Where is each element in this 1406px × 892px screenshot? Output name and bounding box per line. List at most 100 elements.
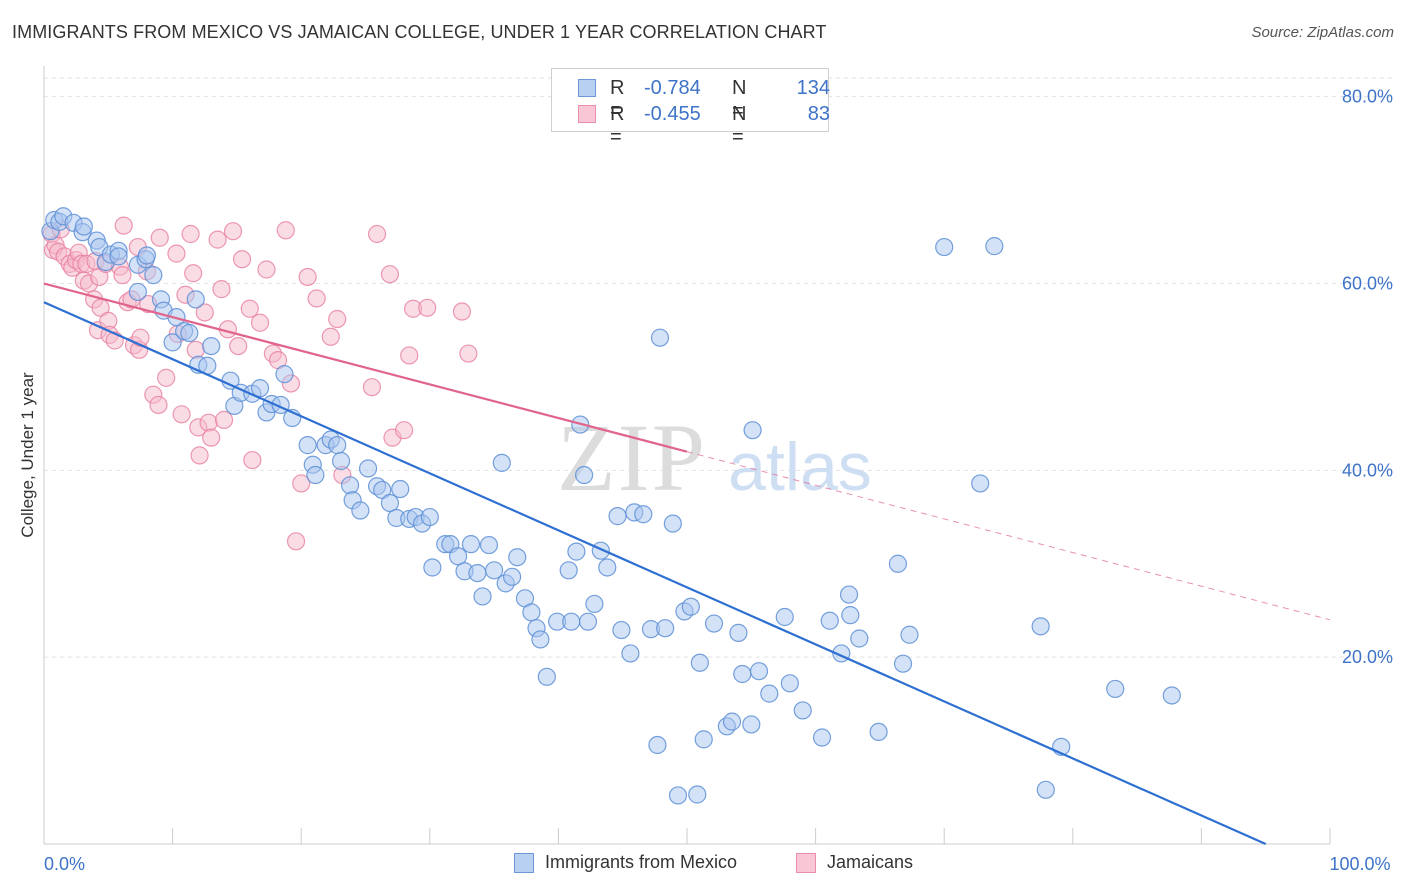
data-point-jamaicans	[186, 340, 205, 359]
data-point-mexico	[742, 715, 761, 734]
data-point-jamaicans	[400, 346, 419, 365]
data-point-mexico	[128, 282, 147, 302]
data-point-mexico	[722, 712, 742, 731]
data-point-mexico	[648, 735, 667, 755]
data-point-mexico	[109, 247, 128, 266]
data-point-mexico	[567, 542, 586, 561]
y-axis-label: College, Under 1 year	[18, 372, 37, 538]
legend-r-value: -0.784	[644, 77, 701, 99]
data-point-mexico	[492, 453, 511, 472]
source-credit: Source: ZipAtlas.com	[1251, 24, 1394, 41]
data-point-jamaicans	[113, 266, 132, 285]
data-point-mexico	[935, 237, 954, 257]
gridlines	[44, 77, 1393, 658]
legend-r-label: R =	[610, 77, 625, 122]
data-point-jamaicans	[181, 224, 200, 244]
data-point-mexico	[650, 328, 670, 347]
y-tick-label: 20.0%	[1342, 647, 1393, 667]
data-point-mexico	[503, 567, 522, 586]
data-point-mexico	[694, 730, 713, 749]
data-point-mexico	[900, 625, 919, 644]
data-point-jamaicans	[232, 250, 252, 269]
data-point-mexico	[485, 561, 504, 580]
data-point-jamaicans	[208, 230, 227, 249]
data-point-mexico	[144, 266, 163, 285]
data-point-mexico	[448, 547, 468, 566]
data-point-mexico	[468, 563, 487, 583]
x-tick-label: 0.0%	[44, 854, 85, 874]
data-point-mexico	[704, 614, 724, 633]
data-point-mexico	[420, 507, 439, 527]
trend-line-jamaicans-extrapolated	[686, 451, 1331, 621]
data-point-mexico	[163, 333, 182, 352]
data-point-jamaicans	[418, 298, 437, 317]
data-point-mexico	[351, 501, 370, 520]
data-point-mexico	[656, 619, 675, 638]
bottom-legend-swatch-mexico	[514, 853, 534, 873]
data-point-mexico	[663, 514, 682, 533]
data-point-mexico	[608, 507, 627, 526]
legend-n-value: 83	[807, 103, 830, 125]
legend-swatch-mexico	[578, 79, 596, 97]
data-point-jamaicans	[328, 309, 347, 329]
data-point-mexico	[250, 379, 270, 398]
data-point-mexico	[1106, 679, 1125, 699]
legend-swatch-jamaicans	[578, 105, 596, 123]
data-point-mexico	[391, 479, 410, 499]
legend-n-label: N =	[732, 77, 747, 122]
data-point-mexico	[380, 493, 400, 513]
data-point-mexico	[839, 585, 859, 604]
data-point-jamaicans	[250, 313, 270, 332]
bottom-legend-label-jamaicans: Jamaicans	[827, 852, 914, 872]
data-point-jamaicans	[214, 410, 234, 429]
watermark: ZIP atlas	[557, 404, 872, 511]
data-point-jamaicans	[394, 421, 414, 440]
data-point-mexico	[137, 246, 156, 265]
data-point-mexico	[869, 722, 888, 742]
data-point-jamaicans	[298, 267, 317, 287]
data-point-mexico	[612, 620, 631, 640]
data-point-mexico	[328, 436, 347, 455]
y-tick-label: 60.0%	[1342, 274, 1393, 294]
data-point-jamaicans	[167, 244, 186, 263]
data-point-mexico	[985, 237, 1004, 256]
data-point-jamaicans	[212, 280, 231, 299]
data-point-mexico	[461, 535, 481, 554]
data-point-mexico	[575, 465, 594, 485]
data-point-mexico	[340, 476, 360, 495]
tick-labels: 20.0% 40.0% 60.0% 80.0% 0.0% 100.0%	[44, 87, 1393, 874]
data-point-jamaicans	[157, 368, 176, 387]
data-point-mexico	[559, 561, 578, 580]
data-point-mexico	[971, 474, 990, 493]
data-point-mexico	[793, 701, 812, 720]
data-point-mexico	[578, 612, 598, 631]
legend-r-label: R =	[610, 103, 625, 148]
data-point-mexico	[74, 217, 93, 236]
data-point-mexico	[690, 653, 709, 672]
data-point-jamaicans	[307, 289, 326, 308]
data-point-mexico	[479, 535, 499, 555]
legend-n-label: N =	[732, 103, 747, 148]
legend-n-value: 134	[796, 77, 830, 99]
legend-r-value: -0.455	[644, 103, 701, 125]
trend-lines	[43, 282, 1331, 846]
data-point-mexico	[531, 630, 550, 649]
data-point-mexico	[733, 664, 752, 684]
data-point-mexico	[358, 459, 378, 478]
data-point-mexico	[537, 667, 556, 686]
correlation-legend: R = -0.784 N = 134 R = -0.455 N = 83	[551, 68, 830, 148]
y-tick-label: 80.0%	[1342, 87, 1393, 107]
bottom-legend-label-mexico: Immigrants from Mexico	[545, 852, 738, 872]
data-point-mexico	[812, 728, 832, 747]
data-point-mexico	[298, 436, 317, 455]
axes	[43, 66, 1331, 845]
data-point-mexico	[1162, 686, 1181, 705]
data-point-mexico	[562, 612, 581, 631]
chart-title: IMMIGRANTS FROM MEXICO VS JAMAICAN COLLE…	[12, 22, 827, 42]
data-point-mexico	[888, 554, 908, 573]
data-point-mexico	[508, 548, 527, 567]
data-point-jamaicans	[149, 395, 168, 415]
data-point-mexico	[760, 684, 779, 703]
data-point-mexico	[743, 421, 762, 440]
data-point-jamaicans	[190, 446, 209, 465]
